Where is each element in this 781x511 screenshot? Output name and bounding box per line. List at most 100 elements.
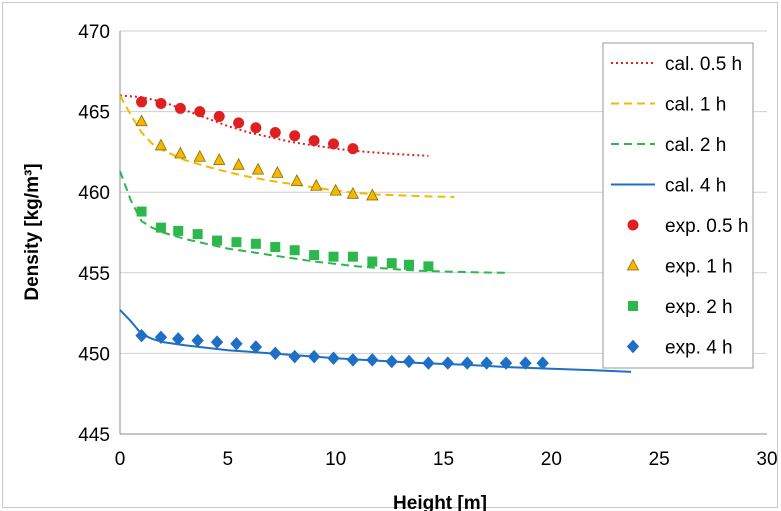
data-point — [172, 332, 185, 346]
legend-item: exp. 2 h — [628, 297, 733, 318]
data-point — [135, 114, 148, 127]
y-tick-label: 460 — [78, 183, 110, 204]
data-point — [249, 340, 263, 354]
data-point — [441, 356, 454, 370]
legend-label: exp. 0.5 h — [665, 216, 748, 237]
axes: 445 450 455 460 465 470 0 5 10 15 20 25 30 — [78, 22, 777, 470]
data-point — [386, 258, 397, 269]
legend-swatch — [626, 258, 640, 271]
data-point — [346, 186, 360, 199]
data-point — [173, 225, 184, 236]
data-point — [213, 110, 225, 122]
legend-swatch — [628, 301, 638, 311]
data-point — [194, 106, 206, 118]
y-tick-label: 465 — [78, 103, 110, 124]
y-tick-label: 455 — [78, 264, 110, 285]
data-point — [250, 238, 261, 249]
data-point — [402, 354, 416, 369]
data-point — [422, 356, 435, 370]
data-point — [230, 336, 243, 351]
data-point — [328, 138, 340, 150]
legend-item: cal. 4 h — [611, 176, 726, 197]
data-point — [212, 235, 223, 246]
legend-item: cal. 0.5 h — [611, 54, 742, 75]
data-point — [480, 356, 493, 370]
x-tick-label: 10 — [325, 449, 346, 470]
data-point — [232, 157, 245, 170]
data-point — [367, 256, 378, 267]
x-tick-label: 0 — [115, 449, 126, 470]
series-line — [119, 95, 455, 198]
legend-label: exp. 1 h — [665, 257, 733, 278]
data-point — [193, 149, 206, 162]
data-point — [191, 333, 204, 348]
data-point — [250, 122, 262, 134]
data-point — [327, 351, 340, 365]
data-point — [290, 174, 304, 186]
series-line — [119, 94, 429, 157]
data-point — [155, 98, 167, 110]
data-point — [210, 335, 224, 349]
data-point — [499, 356, 513, 370]
data-point — [519, 356, 532, 370]
series-exp-1-h — [135, 114, 379, 201]
data-point — [231, 237, 242, 248]
legend-label: exp. 2 h — [665, 297, 733, 318]
legend: cal. 0.5 h cal. 1 h cal. 2 h cal. 4 h exp. 0… — [602, 42, 754, 369]
x-tick-label: 25 — [649, 449, 670, 470]
data-point — [289, 245, 300, 256]
data-point — [403, 259, 414, 270]
data-point — [136, 96, 148, 108]
data-point — [213, 153, 226, 165]
legend-item: exp. 4 h — [626, 338, 733, 359]
y-tick-label: 450 — [78, 344, 110, 365]
x-tick-label: 30 — [756, 449, 777, 470]
plot-area — [119, 94, 632, 373]
data-point — [347, 143, 359, 155]
legend-label: cal. 1 h — [665, 95, 726, 116]
x-tick-label: 20 — [541, 449, 562, 470]
series-cal-0-5-h — [119, 94, 429, 157]
series-exp-2-h — [136, 206, 434, 272]
data-point — [347, 251, 358, 262]
legend-item: exp. 0.5 h — [627, 216, 748, 237]
data-point — [233, 117, 245, 129]
data-point — [270, 242, 281, 253]
x-tick-label: 5 — [223, 449, 234, 470]
legend-swatch — [627, 219, 639, 231]
data-point — [136, 206, 147, 217]
data-point — [155, 222, 166, 233]
data-point — [154, 330, 168, 345]
data-point — [423, 261, 434, 272]
data-point — [288, 349, 301, 364]
series-cal-4-h — [119, 309, 632, 373]
series-line — [119, 170, 509, 274]
data-point — [328, 251, 339, 262]
data-point — [385, 354, 398, 369]
series-exp-0-5-h — [136, 96, 359, 155]
data-point — [289, 130, 301, 142]
series-cal-2-h — [119, 170, 509, 274]
legend-label: cal. 0.5 h — [665, 54, 742, 75]
legend-swatch — [626, 339, 640, 354]
y-axis-label: Density [kg/m³] — [22, 163, 43, 300]
data-point — [307, 349, 321, 364]
x-axis-label: Height [m] — [393, 493, 487, 511]
legend-label: exp. 4 h — [665, 338, 733, 359]
data-point — [271, 165, 284, 178]
legend-item: cal. 1 h — [611, 95, 726, 116]
x-tick-label: 15 — [433, 449, 454, 470]
data-point — [346, 353, 360, 367]
series-line — [119, 309, 632, 373]
data-point — [309, 250, 320, 261]
y-tick-label: 445 — [78, 425, 110, 446]
data-point — [366, 188, 379, 201]
data-point — [269, 346, 282, 361]
data-point — [269, 127, 281, 139]
series-cal-1-h — [119, 95, 455, 198]
data-point — [251, 162, 265, 175]
legend-item: cal. 2 h — [611, 135, 726, 156]
data-point — [310, 178, 323, 191]
legend-item: exp. 1 h — [626, 257, 733, 278]
